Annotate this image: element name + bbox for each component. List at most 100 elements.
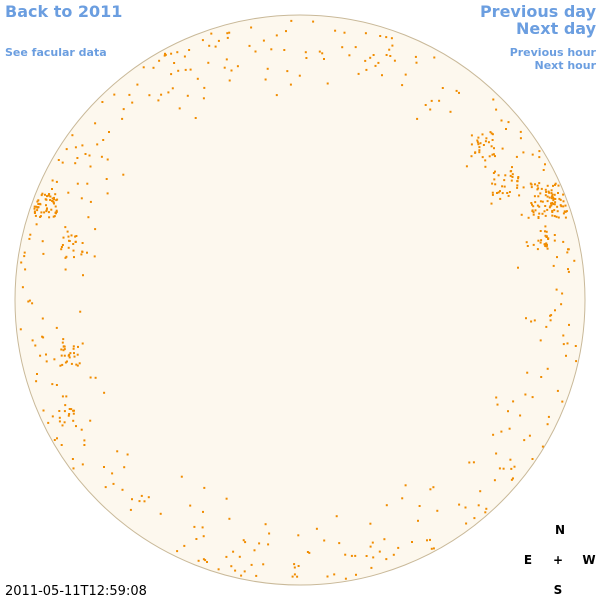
facula (495, 452, 498, 455)
facula (71, 458, 74, 460)
facula (545, 244, 548, 247)
facula (31, 302, 34, 305)
facula (522, 186, 525, 189)
facula (178, 107, 181, 110)
facular-link[interactable]: See facular data (5, 46, 107, 59)
facula (23, 255, 26, 258)
facula (43, 211, 46, 214)
facula (404, 484, 407, 487)
facula (94, 376, 97, 379)
facula (500, 430, 503, 433)
facula (152, 66, 155, 69)
facula (47, 421, 50, 424)
facula (555, 215, 558, 218)
facula (511, 166, 513, 169)
facula (545, 191, 548, 193)
facula (485, 507, 488, 510)
facula (68, 413, 71, 415)
facula (541, 445, 544, 448)
facula (106, 192, 109, 195)
facula (465, 522, 468, 525)
previous-hour-link[interactable]: Previous hour (510, 46, 597, 59)
facula (264, 523, 267, 526)
facula (542, 169, 545, 171)
facula (553, 215, 556, 218)
facula (501, 147, 504, 150)
facula (540, 187, 543, 190)
facula (100, 155, 103, 158)
facula (131, 498, 133, 501)
facula (562, 200, 565, 203)
facula (228, 79, 231, 82)
facula (511, 173, 514, 176)
facula (525, 317, 527, 320)
facula (519, 137, 522, 140)
facula (72, 412, 75, 415)
facula (176, 51, 179, 54)
facula (56, 437, 58, 440)
facula (250, 26, 253, 29)
facula (123, 466, 126, 469)
facula (350, 554, 353, 557)
facula (537, 195, 540, 198)
facula (129, 508, 132, 511)
facula (489, 131, 492, 134)
facula (547, 190, 550, 193)
facula (59, 364, 62, 367)
facula (506, 192, 509, 194)
facula (83, 439, 86, 442)
facula (430, 547, 433, 550)
facula (438, 99, 441, 102)
facula (57, 159, 60, 161)
facula (19, 328, 22, 331)
previous-day-link[interactable]: Previous day (480, 2, 597, 21)
facula (492, 172, 495, 174)
facula (62, 338, 65, 341)
facula (560, 303, 563, 306)
facula (89, 419, 92, 422)
facula (74, 146, 77, 149)
next-day-link[interactable]: Next day (516, 19, 597, 38)
facula (67, 414, 70, 417)
facula (283, 49, 286, 51)
facula (89, 376, 92, 379)
facula (470, 143, 473, 146)
facula (63, 410, 66, 413)
facula (495, 396, 498, 399)
facula (556, 205, 559, 208)
facula (242, 539, 245, 542)
facula (433, 56, 436, 59)
facula (424, 104, 427, 106)
facula (217, 39, 220, 42)
back-link[interactable]: Back to 2011 (5, 2, 122, 21)
facula (164, 52, 166, 55)
facula (53, 198, 55, 201)
facula (23, 251, 26, 254)
facula (128, 93, 131, 96)
facula (522, 151, 525, 154)
facula (335, 515, 338, 518)
facula (55, 199, 58, 202)
facula (565, 210, 568, 213)
facula (291, 575, 294, 578)
next-hour-link[interactable]: Next hour (535, 59, 597, 72)
facula (81, 463, 84, 466)
facula (35, 380, 38, 383)
facula (42, 252, 45, 255)
facula (511, 176, 514, 178)
facula (365, 555, 368, 557)
facula (455, 89, 458, 92)
facula (234, 569, 237, 572)
facula (82, 274, 84, 277)
facula (429, 108, 432, 111)
facula (497, 174, 500, 177)
facula (567, 248, 570, 251)
facula (554, 183, 556, 186)
facula (517, 176, 520, 178)
facula (51, 179, 54, 182)
facula (49, 199, 52, 201)
facula (121, 117, 124, 120)
facula (496, 403, 499, 406)
facula (531, 458, 534, 460)
facula (441, 87, 444, 89)
